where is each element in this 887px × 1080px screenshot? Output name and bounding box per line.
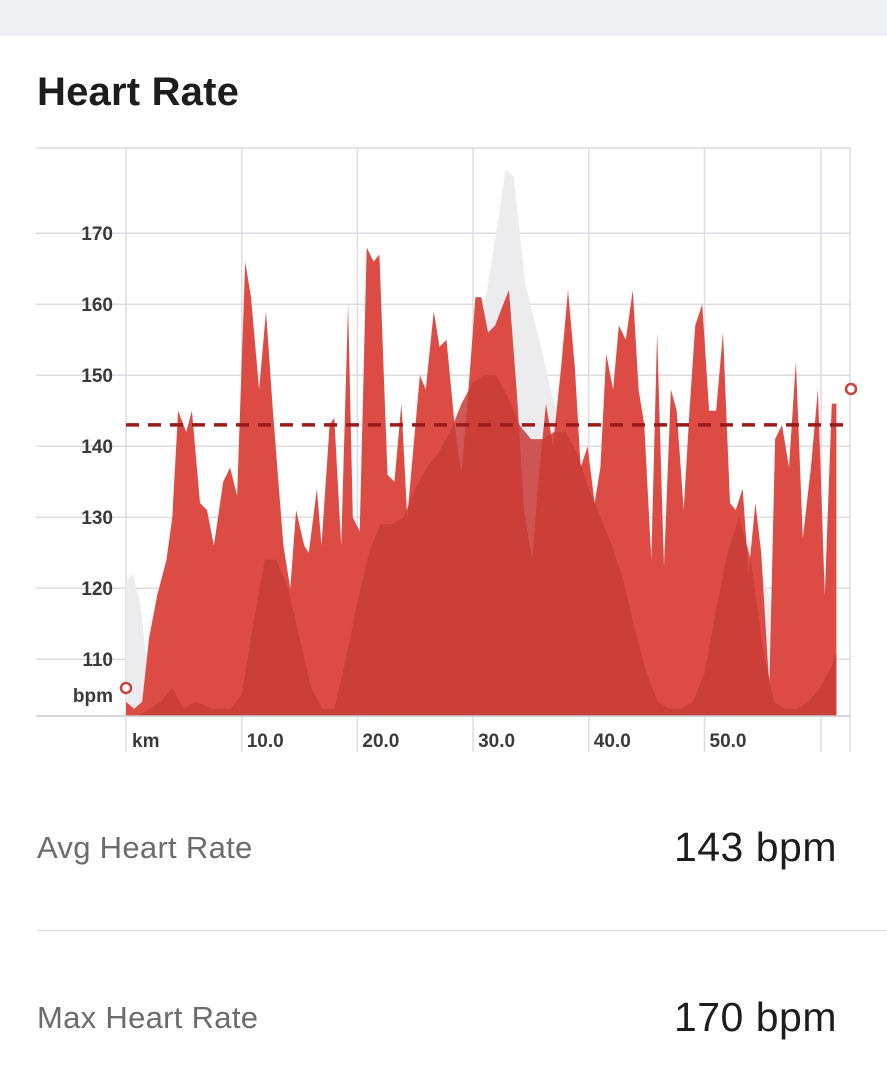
x-tick-label: 20.0 — [362, 731, 399, 752]
x-tick-label: 10.0 — [247, 731, 284, 752]
y-tick-label: 130 — [81, 508, 113, 529]
x-tick-label: 50.0 — [710, 731, 747, 752]
top-strip — [0, 0, 887, 37]
x-tick-label: 30.0 — [478, 731, 515, 752]
section-title: Heart Rate — [37, 70, 240, 114]
stats-divider — [37, 930, 887, 931]
y-tick-label: 120 — [81, 579, 113, 600]
y-tick-label: 150 — [81, 366, 113, 387]
avg-heart-rate-value: 143 bpm — [673, 824, 837, 870]
x-tick-label: 40.0 — [594, 731, 631, 752]
max-heart-rate-value: 170 bpm — [673, 994, 837, 1040]
y-tick-label: 160 — [81, 295, 113, 316]
y-tick-label: 140 — [81, 437, 113, 458]
y-axis-unit-label: bpm — [73, 686, 113, 707]
x-axis-unit-label: km — [132, 731, 159, 752]
heart-rate-chart: 110 120 130 140 150 160 170 bpm km 10.0 20.0 30.0 40… — [0, 140, 887, 760]
y-tick-label: 110 — [82, 650, 113, 671]
max-heart-rate-row: Max Heart Rate 170 bpm — [37, 990, 837, 1050]
heart-rate-chart-svg: 110 120 130 140 150 160 170 bpm km 10.0 20.0 30.0 40… — [36, 147, 858, 752]
start-marker — [119, 681, 133, 695]
avg-heart-rate-row: Avg Heart Rate 143 bpm — [37, 820, 837, 880]
avg-heart-rate-label: Avg Heart Rate — [37, 830, 253, 865]
y-tick-label: 170 — [81, 224, 113, 245]
end-marker — [844, 382, 858, 396]
heart-rate-secondary-area — [126, 375, 837, 716]
max-heart-rate-label: Max Heart Rate — [37, 1000, 259, 1035]
